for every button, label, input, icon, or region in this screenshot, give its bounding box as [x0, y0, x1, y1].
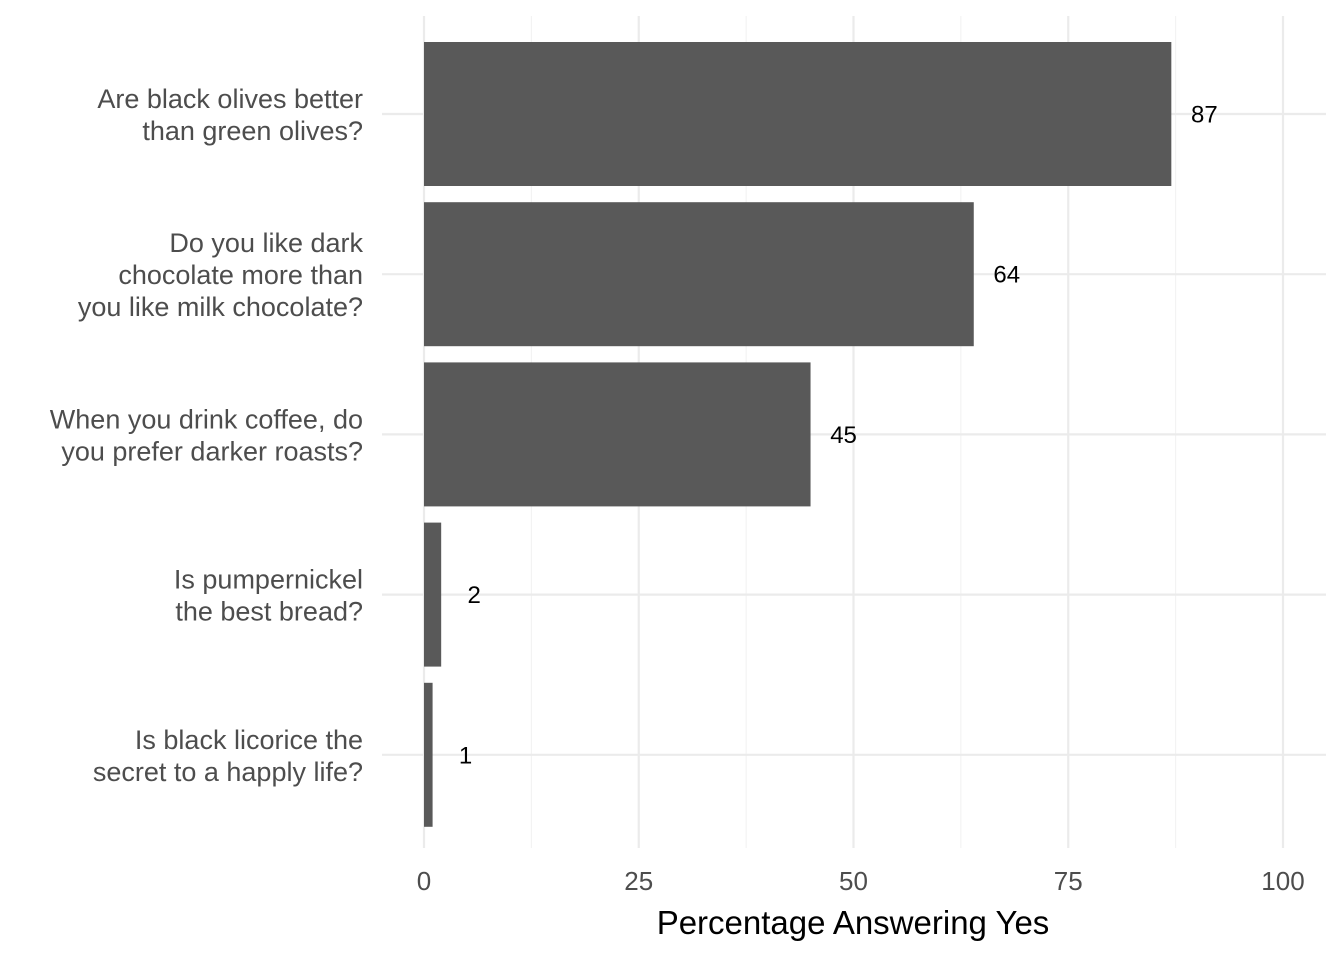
- x-tick-label: 25: [624, 866, 653, 896]
- category-label-line: When you drink coffee, do: [50, 404, 363, 434]
- category-label-line: Is pumpernickel: [174, 565, 363, 595]
- category-label-line: the best bread?: [175, 597, 363, 627]
- bar: [424, 522, 442, 667]
- category-label: Is black licorice the secret to a happly …: [93, 725, 363, 787]
- bars: [424, 42, 1172, 827]
- bar: [424, 42, 1172, 186]
- category-labels: Are black olives better than green olives…: [50, 84, 364, 787]
- data-labels: 87 64 45 2 1: [459, 102, 1218, 770]
- category-label: Do you like dark chocolate more than you l…: [78, 228, 364, 322]
- bar: [424, 202, 974, 347]
- x-axis-tick-labels: 0 25 50 75 100: [417, 866, 1305, 896]
- category-label-line: you like milk chocolate?: [78, 292, 363, 322]
- bar: [424, 362, 811, 507]
- bar: [424, 682, 433, 827]
- data-label: 87: [1191, 102, 1218, 129]
- category-label-line: you prefer darker roasts?: [61, 436, 363, 466]
- category-label-line: secret to a happly life?: [93, 757, 363, 787]
- x-tick-label: 0: [417, 866, 431, 896]
- category-label-line: Are black olives better: [97, 84, 363, 114]
- x-tick-label: 50: [839, 866, 868, 896]
- x-axis-title: Percentage Answering Yes: [657, 904, 1050, 941]
- category-label: Are black olives better than green olives…: [97, 84, 363, 146]
- data-label: 2: [468, 582, 481, 609]
- category-label-line: Do you like dark: [169, 228, 363, 258]
- category-label-line: than green olives?: [142, 116, 363, 146]
- x-tick-label: 75: [1054, 866, 1083, 896]
- category-label-line: chocolate more than: [118, 260, 363, 290]
- data-label: 64: [993, 262, 1020, 289]
- data-label: 1: [459, 742, 472, 769]
- data-label: 45: [830, 422, 857, 449]
- category-label-line: Is black licorice the: [135, 725, 363, 755]
- x-tick-label: 100: [1261, 866, 1304, 896]
- category-label: Is pumpernickel the best bread?: [174, 565, 363, 627]
- category-label: When you drink coffee, do you prefer dark…: [50, 404, 363, 466]
